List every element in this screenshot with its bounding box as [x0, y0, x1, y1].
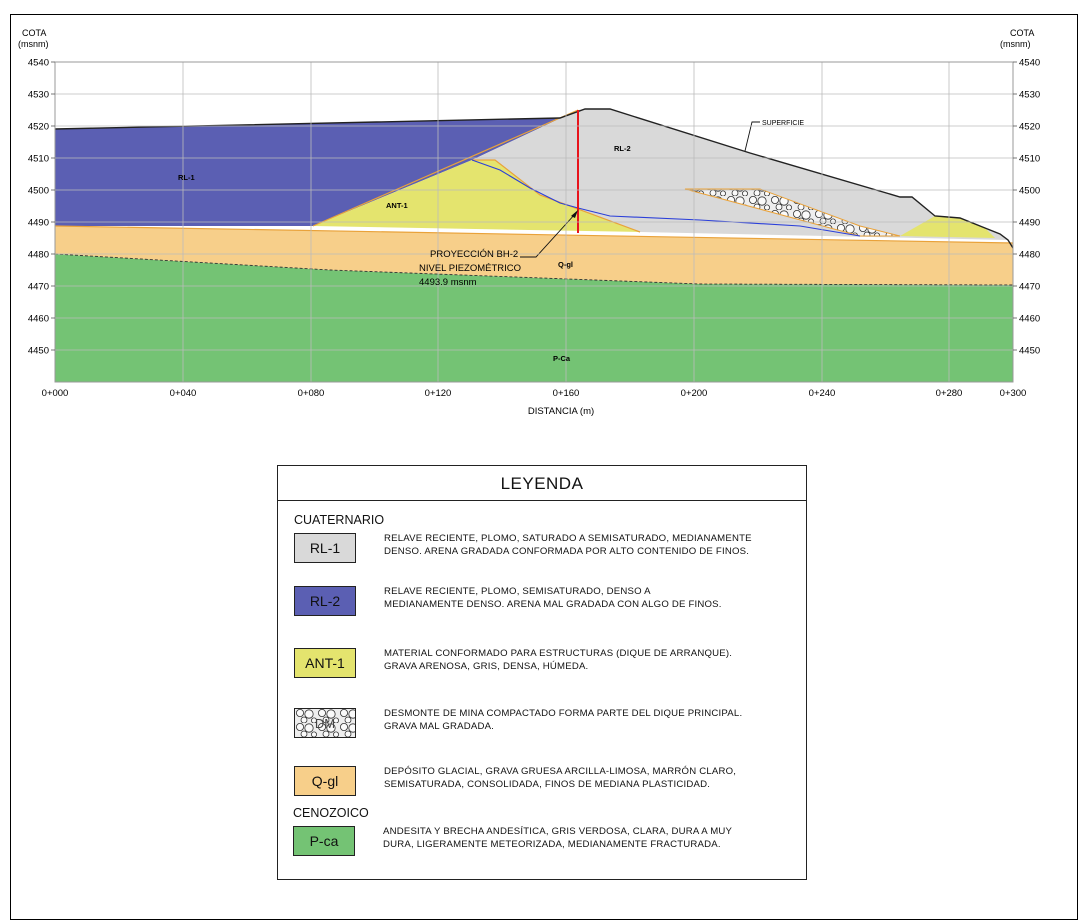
legend-desc-qgl: DEPÓSITO GLACIAL, GRAVA GRUESA ARCILLA-L… — [384, 765, 804, 791]
unit-label-ant1: ANT-1 — [386, 201, 408, 210]
ant1-unit-right — [900, 216, 995, 238]
boulder-pattern-icon — [295, 709, 355, 737]
legend-desc-line: SEMISATURADA, CONSOLIDADA, FINOS DE MEDI… — [384, 779, 711, 790]
cota-label-left: COTA — [22, 28, 46, 38]
legend-swatch-rl2: RL-2 — [294, 586, 356, 616]
unit-label-pca: P-Ca — [553, 354, 571, 363]
x-tick-label: 0+120 — [425, 388, 452, 399]
y-tick-label-left: 4480 — [28, 250, 49, 261]
x-tick-label: 0+200 — [681, 388, 708, 399]
legend-swatch-pca: P-ca — [293, 826, 355, 856]
y-tick-label-right: 4500 — [1019, 186, 1040, 197]
y-tick-label-right: 4480 — [1019, 250, 1040, 261]
contact-qgl-top — [54, 225, 1014, 244]
legend-desc-ant1: MATERIAL CONFORMADO PARA ESTRUCTURAS (DI… — [384, 647, 804, 673]
unit-label-rl1: RL-1 — [178, 173, 195, 182]
superficie-label: SUPERFICIE — [762, 120, 804, 127]
bh2-label-line1: PROYECCIÓN BH-2 — [430, 249, 518, 260]
y-tick-label-left: 4450 — [28, 346, 49, 357]
bh2-label-line2: NIVEL PIEZOMÉTRICO — [419, 263, 521, 274]
cota-label-right: COTA — [1010, 28, 1034, 38]
ant1-unit-left — [313, 160, 640, 232]
legend-desc-line: DENSO. ARENA GRADADA CONFORMADA POR ALTO… — [384, 546, 750, 557]
contact-qgl-pca — [54, 253, 1014, 286]
legend-desc-rl1: RELAVE RECIENTE, PLOMO, SATURADO A SEMIS… — [384, 532, 804, 558]
legend-desc-line: DURA, LIGERAMENTE METEORIZADA, MEDIANAME… — [383, 839, 721, 850]
legend-item-rl2: RL-2 RELAVE RECIENTE, PLOMO, SEMISATURAD… — [294, 586, 794, 626]
legend-desc-line: ANDESITA Y BRECHA ANDESÍTICA, GRIS VERDO… — [383, 826, 733, 837]
legend-desc-line: MATERIAL CONFORMADO PARA ESTRUCTURAS (DI… — [384, 648, 733, 659]
x-tick-label: 0+000 — [42, 388, 69, 399]
legend-desc-dm: DESMONTE DE MINA COMPACTADO FORMA PARTE … — [384, 707, 804, 733]
x-axis-title: DISTANCIA (m) — [528, 406, 594, 417]
x-axis: 0+000 0+040 0+080 0+120 0+160 0+200 0+240 0+280… — [42, 388, 1027, 399]
y-tick-label-left: 4540 — [28, 58, 49, 69]
contact-ant1-rl1 — [312, 109, 579, 227]
dm-unit — [684, 188, 901, 237]
legend-item-ant1: ANT-1 MATERIAL CONFORMADO PARA ESTRUCTUR… — [294, 648, 794, 688]
legend-item-qgl: Q-gl DEPÓSITO GLACIAL, GRAVA GRUESA ARCI… — [294, 766, 794, 806]
rl1-unit — [472, 109, 1008, 240]
y-tick-label-right: 4520 — [1019, 122, 1040, 133]
y-tick-label-right: 4540 — [1019, 58, 1040, 69]
y-tick-label-left: 4500 — [28, 186, 49, 197]
y-tick-label-left: 4520 — [28, 122, 49, 133]
y-tick-label-right: 4450 — [1019, 346, 1040, 357]
y-tick-label-right: 4530 — [1019, 90, 1040, 101]
y-axis-right: 4540 4530 4520 4510 4500 4490 4480 4470 4460 4450 — [1013, 58, 1040, 357]
x-tick-label: 0+280 — [936, 388, 963, 399]
qgl-unit — [55, 226, 1013, 285]
legend-desc-rl2: RELAVE RECIENTE, PLOMO, SEMISATURADO, DE… — [384, 585, 804, 611]
bh2-leader-arrow — [571, 210, 578, 218]
y-tick-label-right: 4460 — [1019, 314, 1040, 325]
y-tick-label-left: 4510 — [28, 154, 49, 165]
x-tick-label: 0+240 — [809, 388, 836, 399]
legend-desc-line: MEDIANAMENTE DENSO. ARENA MAL GRADADA CO… — [384, 599, 722, 610]
y-tick-label-left: 4530 — [28, 90, 49, 101]
superficie-leader-line — [744, 121, 760, 152]
legend-swatch-ant1: ANT-1 — [294, 648, 356, 678]
legend-item-dm: DM DESMONTE DE MINA COMPACTADO FORMA PAR… — [294, 708, 794, 748]
legend-swatch-label: DM — [314, 716, 336, 731]
geologic-section: 4540 4530 4520 4510 4500 4490 4480 4470 4460 4450… — [18, 28, 1040, 417]
rl2-unit — [55, 110, 578, 226]
y-axis-left: 4540 4530 4520 4510 4500 4490 4480 4470 4460 4450 — [28, 58, 55, 357]
legend-desc-pca: ANDESITA Y BRECHA ANDESÍTICA, GRIS VERDO… — [383, 825, 803, 851]
legend-desc-line: DEPÓSITO GLACIAL, GRAVA GRUESA ARCILLA-L… — [384, 766, 737, 777]
y-tick-label-right: 4510 — [1019, 154, 1040, 165]
x-tick-label: 0+160 — [553, 388, 580, 399]
legend-desc-line: GRAVA MAL GRADADA. — [384, 721, 495, 732]
unit-label-qgl: Q-gl — [558, 260, 573, 269]
legend-desc-line: RELAVE RECIENTE, PLOMO, SATURADO A SEMIS… — [384, 533, 752, 544]
y-tick-label-right: 4490 — [1019, 218, 1040, 229]
legend-item-rl1: RL-1 RELAVE RECIENTE, PLOMO, SATURADO A … — [294, 533, 794, 573]
legend-desc-line: GRAVA ARENOSA, GRIS, DENSA, HÚMEDA. — [384, 661, 589, 672]
bh2-label-line3: 4493.9 msnm — [419, 277, 477, 288]
cota-unit-left: (msnm) — [18, 39, 49, 49]
legend-desc-line: DESMONTE DE MINA COMPACTADO FORMA PARTE … — [384, 708, 743, 719]
unit-label-rl2: RL-2 — [614, 144, 631, 153]
x-tick-label: 0+040 — [170, 388, 197, 399]
drawing-frame — [10, 14, 1078, 920]
ground-surface-line — [54, 108, 1014, 249]
x-tick-label: 0+080 — [298, 388, 325, 399]
y-tick-label-left: 4460 — [28, 314, 49, 325]
legend-swatch-qgl: Q-gl — [294, 766, 356, 796]
y-tick-label-right: 4470 — [1019, 282, 1040, 293]
legend-box: LEYENDA CUATERNARIO RL-1 RELAVE RECIENTE… — [277, 465, 807, 880]
contact-ant1-upper — [472, 159, 641, 233]
legend-swatch-rl1: RL-1 — [294, 533, 356, 563]
y-tick-label-left: 4470 — [28, 282, 49, 293]
x-tick-label: 0+300 — [1000, 388, 1027, 399]
legend-swatch-dm: DM — [294, 708, 356, 738]
legend-title: LEYENDA — [278, 466, 806, 501]
legend-item-pca: P-ca ANDESITA Y BRECHA ANDESÍTICA, GRIS … — [293, 826, 793, 866]
legend-desc-line: RELAVE RECIENTE, PLOMO, SEMISATURADO, DE… — [384, 586, 651, 597]
y-tick-label-left: 4490 — [28, 218, 49, 229]
bh2-leader-line — [520, 212, 577, 258]
legend-category-cenozoic: CENOZOICO — [293, 806, 369, 820]
cota-unit-right: (msnm) — [1000, 39, 1031, 49]
legend-category-quaternary: CUATERNARIO — [294, 513, 385, 527]
